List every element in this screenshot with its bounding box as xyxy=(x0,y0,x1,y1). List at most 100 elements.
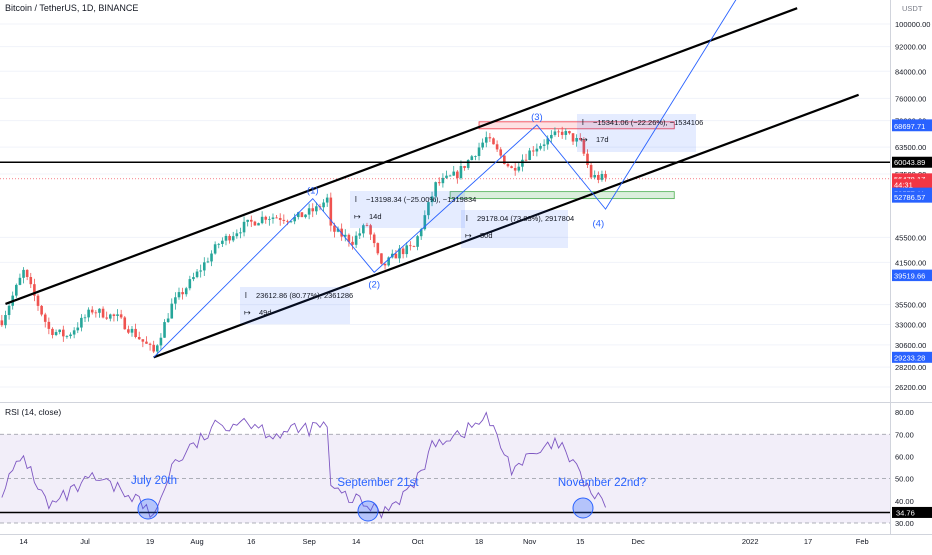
candle xyxy=(239,227,242,239)
candle-body xyxy=(221,240,224,244)
candle-body xyxy=(358,233,362,236)
candle-body xyxy=(62,329,65,337)
time-tick-label: 14 xyxy=(352,537,360,546)
candle-body xyxy=(65,336,69,337)
price-tick-label: 33000.00 xyxy=(895,320,926,329)
candle xyxy=(94,310,98,318)
candle xyxy=(184,286,188,297)
candle-body xyxy=(40,305,43,315)
candle-body xyxy=(513,167,517,171)
candle xyxy=(351,236,354,250)
candle xyxy=(98,308,101,318)
candle xyxy=(206,257,210,264)
price-tick-label: 28200.00 xyxy=(895,363,926,372)
candle-body xyxy=(477,147,481,157)
candle xyxy=(235,229,239,239)
candle xyxy=(282,214,286,224)
candle xyxy=(228,234,231,244)
candle-body xyxy=(101,308,105,318)
candle-body xyxy=(116,314,119,316)
channel-upper-line xyxy=(5,7,798,305)
candle-body xyxy=(394,253,398,259)
candle xyxy=(564,128,568,140)
candle-body xyxy=(249,219,253,222)
candle-body xyxy=(445,175,448,178)
rsi-tick-label: 40.00 xyxy=(895,497,914,506)
candle xyxy=(145,336,148,344)
candle xyxy=(358,228,362,240)
rsi-tick-label: 70.00 xyxy=(895,430,914,439)
candle-body xyxy=(184,288,188,295)
candle xyxy=(36,293,40,311)
candle-body xyxy=(22,269,25,278)
candle xyxy=(43,312,47,328)
time-tick-label: Feb xyxy=(856,537,869,546)
candle xyxy=(224,233,228,246)
candle-body xyxy=(325,197,329,203)
candle-body xyxy=(36,295,40,306)
measure-text: −15341.06 (−22.26%), −1534106 xyxy=(593,118,703,127)
candle xyxy=(231,231,235,243)
measure-days: 50d xyxy=(480,231,493,240)
price-badge xyxy=(892,351,932,363)
candle-body xyxy=(137,336,141,340)
candle xyxy=(568,130,571,135)
candle-body xyxy=(521,159,524,167)
candle-body xyxy=(484,137,488,143)
candle-body xyxy=(506,164,510,167)
candle-body xyxy=(336,228,340,232)
candle xyxy=(141,339,145,348)
red-zone xyxy=(478,121,675,130)
candle xyxy=(571,133,575,146)
candle-body xyxy=(387,257,390,266)
candle-body xyxy=(416,236,419,247)
candle-body xyxy=(304,214,307,218)
candle-body xyxy=(528,150,531,161)
candle-body xyxy=(98,308,101,313)
rsi-highlight-circle xyxy=(357,500,379,522)
price-tick-label: 92000.00 xyxy=(895,43,926,52)
candle xyxy=(278,213,282,226)
candle-body xyxy=(307,208,311,215)
candle xyxy=(409,241,412,251)
candle xyxy=(513,163,517,176)
candle xyxy=(376,242,380,256)
candle-body xyxy=(423,215,427,230)
candle xyxy=(202,257,206,276)
candle xyxy=(354,231,358,249)
candle-body xyxy=(466,160,470,168)
measure-days: 49d xyxy=(259,308,272,317)
candle-body xyxy=(430,196,434,203)
candle xyxy=(148,342,152,351)
candle-body xyxy=(578,138,582,140)
candle-body xyxy=(593,175,597,178)
currency-label: USDT xyxy=(902,4,923,13)
candle xyxy=(260,211,264,225)
candle xyxy=(90,306,94,315)
candle xyxy=(80,314,83,332)
measure-box: Ɩ 23612.86 (80.77%), 2361286 ↦ 49d xyxy=(240,287,353,324)
time-tick-label: Dec xyxy=(631,537,645,546)
candle-body xyxy=(343,234,347,237)
price-tick-label: 63500.00 xyxy=(895,143,926,152)
candle xyxy=(119,309,123,320)
rsi-tick-label: 60.00 xyxy=(895,452,914,461)
candle xyxy=(470,154,474,161)
candle xyxy=(322,199,325,212)
grid xyxy=(0,0,932,535)
candle xyxy=(589,161,593,179)
candle xyxy=(539,143,542,151)
candle-body xyxy=(568,131,571,134)
measure-range-icon: ↦ xyxy=(581,135,588,144)
candle-body xyxy=(481,142,484,148)
candle-body xyxy=(531,150,535,152)
candle xyxy=(325,193,329,207)
candle-body xyxy=(94,312,98,314)
rsi-tick-label: 50.00 xyxy=(895,475,914,484)
candle xyxy=(18,273,22,286)
candle xyxy=(394,250,398,259)
measure-bar-icon: Ɩ xyxy=(355,195,357,204)
candle-body xyxy=(231,236,235,241)
